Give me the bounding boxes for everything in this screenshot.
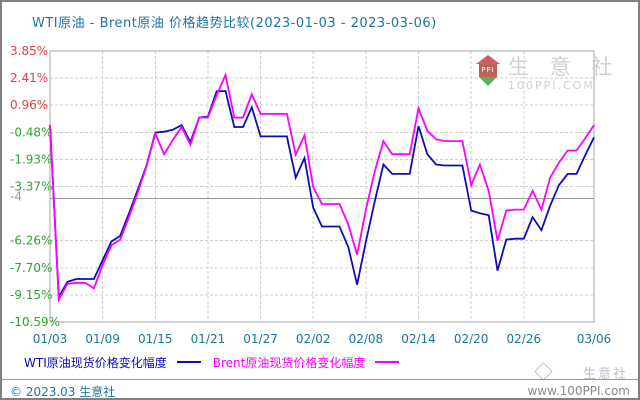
- legend: WTI原油现货价格变化幅度 Brent原油现货价格变化幅度: [24, 354, 411, 370]
- y-axis-label: -0.48%: [10, 125, 52, 139]
- logo-roof-shape: [476, 55, 500, 64]
- corner-watermark: 生意社: [582, 367, 628, 379]
- y-axis-label: -9.15%: [10, 288, 52, 302]
- y-axis-label: -10.59%: [10, 315, 60, 329]
- y-axis-label: 2.41%: [10, 71, 48, 85]
- chart-title: WTI原油 - Brent原油 价格趋势比较(2023-01-03 - 2023…: [32, 16, 437, 31]
- watermark-brand: 生 意 社: [508, 55, 620, 79]
- y-axis-label: 3.85%: [10, 44, 48, 58]
- legend-brent-line-swatch: [375, 361, 400, 363]
- sunsirs-watermark: PPI 生 意 社 100PPI.COM: [476, 55, 619, 93]
- y-axis-label: -6.26%: [10, 234, 52, 248]
- x-axis-label: 01/09: [85, 332, 120, 346]
- x-axis-label: 02/02: [296, 332, 331, 346]
- footer-copyright: © 2023.03 生意社: [10, 385, 116, 399]
- x-axis-label: 03/06: [577, 332, 612, 346]
- sunsirs-logo-icon: PPI: [476, 55, 500, 93]
- x-axis-label: 02/08: [349, 332, 384, 346]
- baseline-label: -4: [10, 189, 22, 203]
- x-axis-label: 01/03: [33, 332, 68, 346]
- legend-wti-label: WTI原油现货价格变化幅度: [24, 355, 167, 370]
- legend-brent-label: Brent原油现货价格变化幅度: [212, 355, 366, 370]
- x-axis-label: 02/26: [507, 332, 542, 346]
- x-axis-label: 02/20: [454, 332, 489, 346]
- footer-site-link[interactable]: www.100PPI.com: [527, 384, 630, 398]
- y-axis-label: -7.70%: [10, 261, 52, 275]
- brent-series-line: [49, 72, 595, 303]
- watermark-text: 生 意 社 100PPI.COM: [508, 55, 619, 93]
- logo-ppi-text: PPI: [479, 64, 497, 77]
- x-axis-label: 02/14: [401, 332, 436, 346]
- y-axis-label: 0.96%: [10, 98, 48, 112]
- logo-base-shape: [479, 77, 497, 86]
- footer-divider: [2, 379, 638, 380]
- x-axis-label: 01/15: [138, 332, 173, 346]
- legend-wti-line-swatch: [176, 361, 201, 363]
- plot-border: [49, 50, 595, 323]
- x-axis-label: 01/27: [243, 332, 278, 346]
- x-axis-label: 01/21: [191, 332, 226, 346]
- wti-series-line: [49, 90, 595, 300]
- y-axis-label: -1.93%: [10, 152, 52, 166]
- y-axis-label: -3.37%: [10, 180, 52, 194]
- watermark-site: 100PPI.COM: [508, 79, 595, 92]
